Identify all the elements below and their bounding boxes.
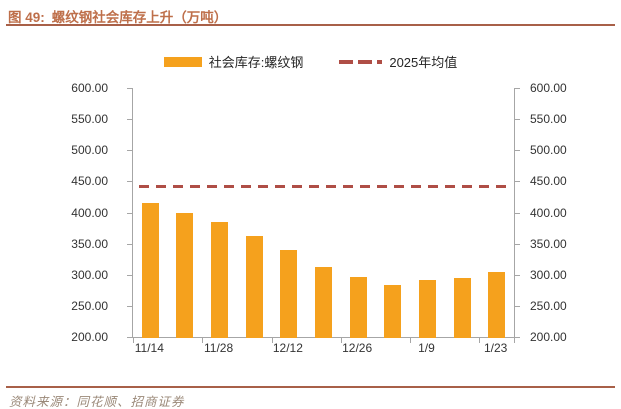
- y-axis-tick-mark: [127, 119, 132, 121]
- y-axis-tick-label: 200.00: [71, 330, 108, 344]
- figure-title: 图 49: 螺纹钢社会库存上升（万吨）: [8, 6, 227, 26]
- y-axis-tick-mark: [127, 181, 132, 183]
- y-axis-left: 600.00 550.00 500.00 450.00 400.00 350.00 300.…: [40, 81, 120, 344]
- y-axis-tick-mark: [515, 150, 520, 152]
- y-axis-tick-mark: [127, 305, 132, 307]
- legend-dash-swatch-icon: [339, 59, 383, 64]
- x-axis-tick-mark: [133, 338, 134, 343]
- y-axis-tick-mark: [515, 181, 520, 183]
- legend-item-average-line: 2025年均值: [339, 52, 457, 71]
- legend-label-inventory: 社会库存:螺纹钢: [208, 55, 304, 70]
- y-axis-tick-label: 400.00: [71, 205, 108, 220]
- plot-area: [127, 88, 520, 343]
- y-axis-tick-mark: [515, 274, 520, 276]
- x-axis-tick-mark: [202, 338, 204, 343]
- figure-number: 图 49:: [8, 10, 45, 25]
- bar: [176, 212, 194, 338]
- x-axis-tick-label: 11/14: [134, 341, 164, 355]
- y-axis-tick-mark: [127, 274, 132, 276]
- average-dashed-line: [139, 184, 513, 188]
- legend-item-inventory-bars: 社会库存:螺纹钢: [163, 52, 304, 71]
- x-axis-tick-mark: [410, 338, 412, 343]
- y-axis-tick-mark: [127, 88, 132, 89]
- x-axis-tick-label: 12/26: [342, 341, 373, 355]
- x-axis-tick-mark: [340, 338, 342, 343]
- bar: [315, 266, 332, 338]
- footer-divider: [6, 386, 615, 388]
- y-axis-tick-label: 300.00: [71, 267, 108, 282]
- y-axis-tick-mark: [127, 212, 132, 214]
- x-axis-tick-mark: [514, 338, 515, 343]
- bar: [384, 285, 402, 338]
- y-axis-tick-label: 550.00: [71, 112, 108, 127]
- y-axis-tick-mark: [515, 119, 520, 121]
- y-axis-tick-mark: [515, 305, 520, 307]
- figure-title-text: 螺纹钢社会库存上升（万吨）: [51, 10, 228, 25]
- y-axis-tick-mark: [515, 243, 520, 245]
- x-axis-tick-mark: [479, 338, 481, 343]
- bar: [349, 277, 367, 338]
- y-axis-tick-mark: [127, 150, 132, 152]
- y-axis-tick-label: 300.00: [530, 267, 567, 282]
- bar: [211, 221, 229, 338]
- bar: [245, 236, 263, 338]
- bar: [488, 272, 506, 338]
- title-divider: [6, 24, 615, 26]
- y-axis-tick-label: 350.00: [530, 236, 567, 251]
- y-axis-tick-label: 550.00: [530, 112, 567, 127]
- y-axis-tick-mark: [127, 243, 132, 245]
- bar: [418, 280, 436, 338]
- y-axis-tick-label: 600.00: [530, 81, 567, 95]
- bar: [453, 277, 471, 338]
- legend-label-average: 2025年均值: [389, 55, 458, 70]
- bar: [280, 250, 298, 338]
- y-axis-tick-label: 500.00: [71, 143, 108, 158]
- x-axis-tick-mark: [271, 338, 273, 343]
- chart-legend: 社会库存:螺纹钢 2025年均值: [0, 52, 621, 71]
- x-axis-tick-label: 1/23: [483, 341, 508, 355]
- y-axis-tick-mark: [515, 337, 520, 338]
- y-axis-tick-label: 250.00: [530, 298, 567, 313]
- y-axis-tick-mark: [127, 337, 132, 338]
- source-note: 资料来源：同花顺、招商证券: [9, 395, 185, 409]
- y-axis-tick-label: 450.00: [71, 174, 108, 189]
- y-axis-tick-label: 500.00: [530, 143, 567, 158]
- y-axis-tick-mark: [515, 88, 520, 89]
- y-axis-tick-label: 400.00: [530, 205, 567, 220]
- x-axis-tick-label: 12/12: [272, 341, 303, 355]
- x-axis-tick-label: 1/9: [418, 341, 435, 355]
- y-axis-tick-label: 600.00: [71, 81, 108, 95]
- x-axis-tick-label: 11/28: [204, 341, 234, 355]
- y-axis-right: 600.00 550.00 500.00 450.00 400.00 350.00 300.…: [521, 81, 601, 344]
- y-axis-tick-label: 200.00: [530, 330, 567, 344]
- y-axis-tick-label: 350.00: [71, 236, 108, 251]
- legend-bar-swatch-icon: [163, 56, 202, 67]
- y-axis-tick-mark: [515, 212, 520, 214]
- y-axis-tick-label: 450.00: [530, 174, 567, 189]
- bar: [141, 203, 159, 338]
- y-axis-tick-label: 250.00: [71, 298, 108, 313]
